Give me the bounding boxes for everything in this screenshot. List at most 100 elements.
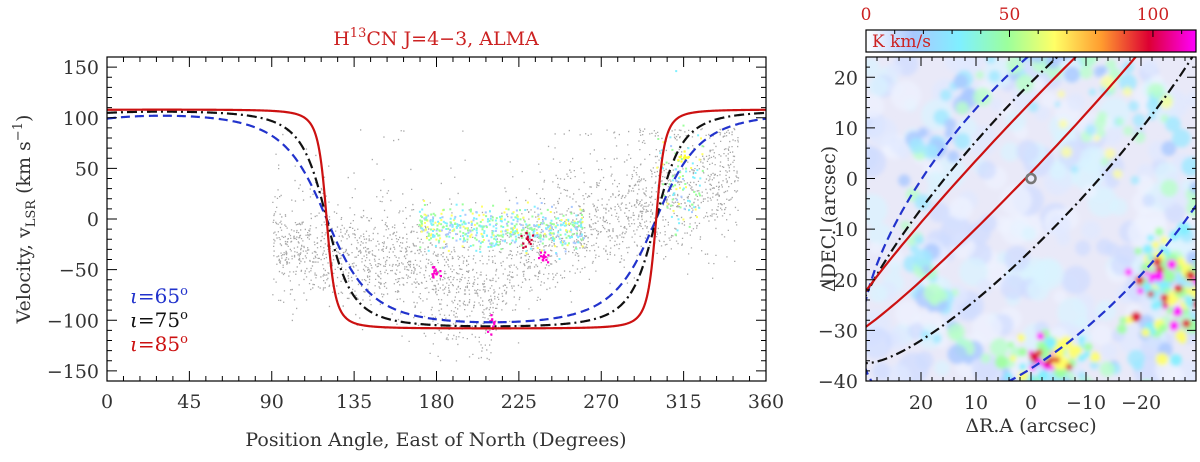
colored-data-point bbox=[563, 240, 565, 242]
colored-data-point bbox=[490, 218, 492, 220]
colored-data-point bbox=[481, 206, 483, 208]
colored-data-point bbox=[674, 184, 676, 186]
emission-blob bbox=[956, 101, 969, 114]
colored-data-point bbox=[421, 209, 423, 211]
colored-data-point bbox=[419, 219, 421, 221]
bright-data-point bbox=[528, 241, 530, 243]
colored-data-point bbox=[695, 172, 697, 174]
emission-blob bbox=[1137, 287, 1144, 294]
colored-data-point bbox=[432, 219, 434, 221]
colored-data-point bbox=[428, 233, 430, 235]
colored-data-point bbox=[461, 223, 463, 225]
colored-data-point bbox=[520, 224, 522, 226]
emission-blob bbox=[989, 70, 1001, 82]
emission-blob bbox=[1017, 334, 1025, 342]
emission-blob bbox=[1005, 111, 1026, 132]
emission-blob bbox=[1099, 65, 1108, 74]
emission-blob bbox=[1096, 239, 1112, 255]
colored-data-point bbox=[451, 215, 453, 217]
emission-blob bbox=[869, 284, 888, 303]
emission-blob bbox=[977, 161, 996, 180]
colored-data-point bbox=[563, 222, 565, 224]
bright-data-point bbox=[522, 247, 524, 249]
colored-data-point bbox=[464, 234, 466, 236]
colored-data-point bbox=[542, 220, 544, 222]
colored-data-point bbox=[482, 228, 484, 230]
emission-blob bbox=[868, 223, 891, 246]
colored-data-point bbox=[491, 232, 493, 234]
bright-data-point bbox=[525, 232, 527, 234]
colored-data-point bbox=[425, 229, 427, 231]
colored-data-point bbox=[524, 221, 526, 223]
bright-data-point bbox=[542, 259, 544, 261]
emission-blob bbox=[1142, 194, 1155, 207]
y-tick-label: −50 bbox=[59, 260, 99, 282]
colored-data-point bbox=[504, 211, 506, 213]
colored-data-point bbox=[510, 231, 512, 233]
colored-data-point bbox=[670, 205, 672, 207]
colored-data-point bbox=[483, 232, 485, 234]
colored-data-point bbox=[498, 235, 500, 237]
colored-data-point bbox=[493, 225, 495, 227]
colored-data-point bbox=[696, 169, 698, 171]
emission-blob bbox=[1160, 294, 1168, 302]
colored-data-point bbox=[515, 230, 517, 232]
emission-blob bbox=[1123, 126, 1133, 136]
colored-data-point bbox=[436, 228, 438, 230]
colored-data-point bbox=[537, 207, 539, 209]
colorbar-label: K km/s bbox=[872, 32, 931, 52]
colored-data-point bbox=[695, 194, 697, 196]
emission-blob bbox=[1125, 268, 1132, 275]
colored-data-point bbox=[473, 219, 475, 221]
emission-blob bbox=[1162, 281, 1170, 289]
emission-blob bbox=[1049, 162, 1066, 179]
y-tick-label: −150 bbox=[47, 361, 99, 383]
colored-data-point bbox=[545, 236, 547, 238]
x-tick-label: 315 bbox=[665, 391, 701, 413]
colored-data-point bbox=[495, 244, 497, 246]
colored-data-point bbox=[496, 217, 498, 219]
colored-data-point bbox=[489, 210, 491, 212]
emission-blob bbox=[1163, 270, 1176, 283]
colored-data-point bbox=[697, 134, 699, 136]
colored-data-point bbox=[687, 200, 689, 202]
emission-blob bbox=[914, 249, 933, 268]
x-tick-label: 135 bbox=[336, 391, 372, 413]
colored-data-point bbox=[681, 158, 683, 160]
colored-data-point bbox=[421, 231, 423, 233]
colored-data-point bbox=[494, 235, 496, 237]
emission-blob bbox=[1143, 244, 1153, 254]
emission-blob bbox=[1059, 119, 1068, 128]
colored-data-point bbox=[491, 242, 493, 244]
colored-data-point bbox=[504, 219, 506, 221]
colored-data-point bbox=[438, 240, 440, 242]
emission-blob bbox=[923, 144, 939, 160]
colored-data-point bbox=[689, 201, 691, 203]
colored-data-point bbox=[455, 233, 457, 235]
colored-data-point bbox=[659, 152, 661, 154]
emission-blob bbox=[1000, 274, 1025, 299]
colored-data-point bbox=[581, 239, 583, 241]
colored-data-point bbox=[543, 249, 545, 251]
x-tick-label: 90 bbox=[260, 391, 284, 413]
colored-data-point bbox=[699, 159, 701, 161]
colored-data-point bbox=[700, 137, 702, 139]
map-x-tick-label: 10 bbox=[964, 392, 988, 414]
colored-data-point bbox=[575, 215, 577, 217]
colored-data-point bbox=[493, 238, 495, 240]
colored-data-point bbox=[572, 233, 574, 235]
colored-data-point bbox=[547, 209, 549, 211]
colored-data-point bbox=[569, 237, 571, 239]
map-x-tick-label: −10 bbox=[1066, 392, 1106, 414]
colored-data-point bbox=[548, 226, 550, 228]
colored-data-point bbox=[675, 234, 677, 236]
colored-data-point bbox=[662, 183, 664, 185]
colored-data-point bbox=[520, 233, 522, 235]
emission-blob bbox=[1089, 88, 1096, 95]
emission-blob bbox=[1116, 118, 1123, 125]
colored-data-point bbox=[430, 229, 432, 231]
colored-data-point bbox=[530, 248, 532, 250]
emission-blob bbox=[1148, 291, 1154, 297]
colored-data-point bbox=[542, 238, 544, 240]
